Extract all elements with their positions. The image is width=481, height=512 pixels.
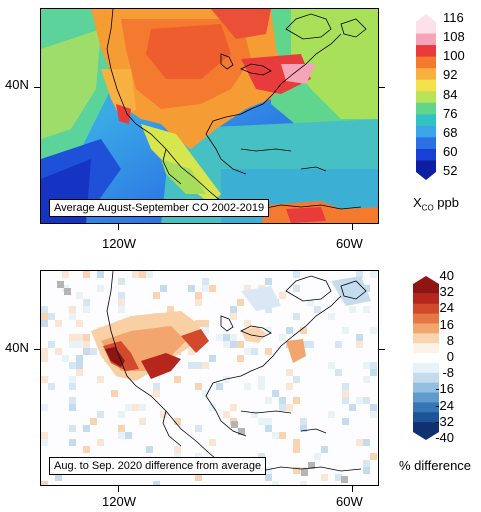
- colorbar-tick-label: 76: [443, 105, 458, 121]
- colorbar-tick-label: 24: [439, 300, 454, 316]
- colorbar-tick-label: 8: [446, 332, 454, 348]
- difference-map: Aug. to Sep. 2020 difference from averag…: [40, 270, 379, 486]
- longitude-label: 60W: [336, 236, 363, 251]
- colorbar-segment: [413, 412, 439, 423]
- average-co-field: [41, 9, 378, 223]
- colorbar-segment: [413, 343, 439, 354]
- longitude-tick: [118, 224, 119, 230]
- difference-colorbar-title: % difference: [399, 458, 472, 473]
- colorbar-segment: [416, 45, 436, 58]
- co-colorbar-ticks: 116 108 100 92 84 76 68 60 52: [443, 10, 477, 178]
- colorbar-segment: [413, 293, 439, 305]
- colorbar-segment: [416, 56, 436, 69]
- colorbar-title-main: X: [413, 195, 422, 210]
- colorbar-segment: [413, 333, 439, 344]
- colorbar-segment: [413, 402, 439, 413]
- colorbar-segment: [413, 313, 439, 324]
- colorbar-segment: [416, 137, 436, 150]
- longitude-label: 60W: [336, 494, 363, 509]
- longitude-tick: [118, 486, 119, 492]
- latitude-tick: [34, 349, 40, 350]
- colorbar-segment: [413, 353, 439, 364]
- colorbar-segment: [413, 422, 439, 440]
- colorbar-segment: [416, 125, 436, 138]
- colorbar-segment: [413, 362, 439, 374]
- longitude-tick: [352, 486, 353, 492]
- colorbar-segment: [416, 68, 436, 81]
- difference-speckle: [41, 271, 377, 485]
- colorbar-tick-label: 116: [443, 10, 464, 25]
- latitude-tick: [379, 87, 385, 88]
- colorbar-segment: [416, 114, 436, 127]
- colorbar-tick-label: -24: [435, 397, 454, 413]
- latitude-label: 40N: [5, 77, 29, 92]
- colorbar-tick-label: 92: [443, 67, 458, 83]
- colorbar-segment: [413, 276, 439, 294]
- average-co-map: Average August-September CO 2002-2019: [40, 8, 379, 224]
- colorbar-title-sub: CO: [421, 203, 434, 213]
- colorbar-tick-label: -40: [435, 430, 454, 445]
- colorbar-tick-label: 84: [443, 86, 458, 102]
- colorbar-tick-label: 32: [439, 284, 454, 300]
- colorbar-segment: [413, 392, 439, 403]
- co-colorbar-title: XCO ppb: [413, 195, 459, 213]
- colorbar-segment: [416, 148, 436, 161]
- difference-field: [41, 271, 377, 485]
- map-caption: Aug. to Sep. 2020 difference from averag…: [49, 457, 267, 475]
- colorbar-segment: [413, 323, 439, 334]
- colorbar-tick-label: -32: [435, 413, 454, 429]
- longitude-label: 120W: [102, 494, 136, 509]
- colorbar-tick-label: -16: [435, 381, 454, 397]
- latitude-tick: [34, 87, 40, 88]
- colorbar-tick-label: 0: [446, 349, 454, 364]
- colorbar-tick-label: 60: [443, 143, 458, 159]
- colorbar-tick-label: 68: [443, 124, 458, 140]
- colorbar-tick-label: 16: [439, 316, 454, 332]
- colorbar-segment: [416, 14, 436, 34]
- colorbar-segment: [413, 372, 439, 384]
- colorbar-tick-label: 52: [443, 163, 458, 178]
- colorbar-segment: [413, 382, 439, 394]
- colorbar-tick-label: 108: [443, 29, 465, 45]
- colorbar-tick-label: 100: [443, 48, 465, 64]
- colorbar-segment: [416, 33, 436, 46]
- colorbar-segment: [413, 303, 439, 315]
- longitude-label: 120W: [102, 236, 136, 251]
- longitude-tick: [352, 224, 353, 230]
- difference-colorbar-ticks: 40 32 24 16 8 0 -8 -16 -24 -32 -40: [414, 268, 454, 445]
- difference-colorbar: [413, 276, 439, 440]
- colorbar-title-unit: ppb: [437, 195, 459, 210]
- colorbar-segment: [416, 160, 436, 180]
- map-caption: Average August-September CO 2002-2019: [49, 199, 270, 217]
- colorbar-segment: [416, 91, 436, 104]
- colorbar-segment: [416, 102, 436, 115]
- latitude-label: 40N: [5, 340, 29, 355]
- co-colorbar: [416, 14, 436, 180]
- latitude-tick: [379, 349, 385, 350]
- colorbar-segment: [416, 79, 436, 92]
- colorbar-tick-label: -8: [442, 365, 454, 381]
- colorbar-tick-label: 40: [439, 268, 454, 283]
